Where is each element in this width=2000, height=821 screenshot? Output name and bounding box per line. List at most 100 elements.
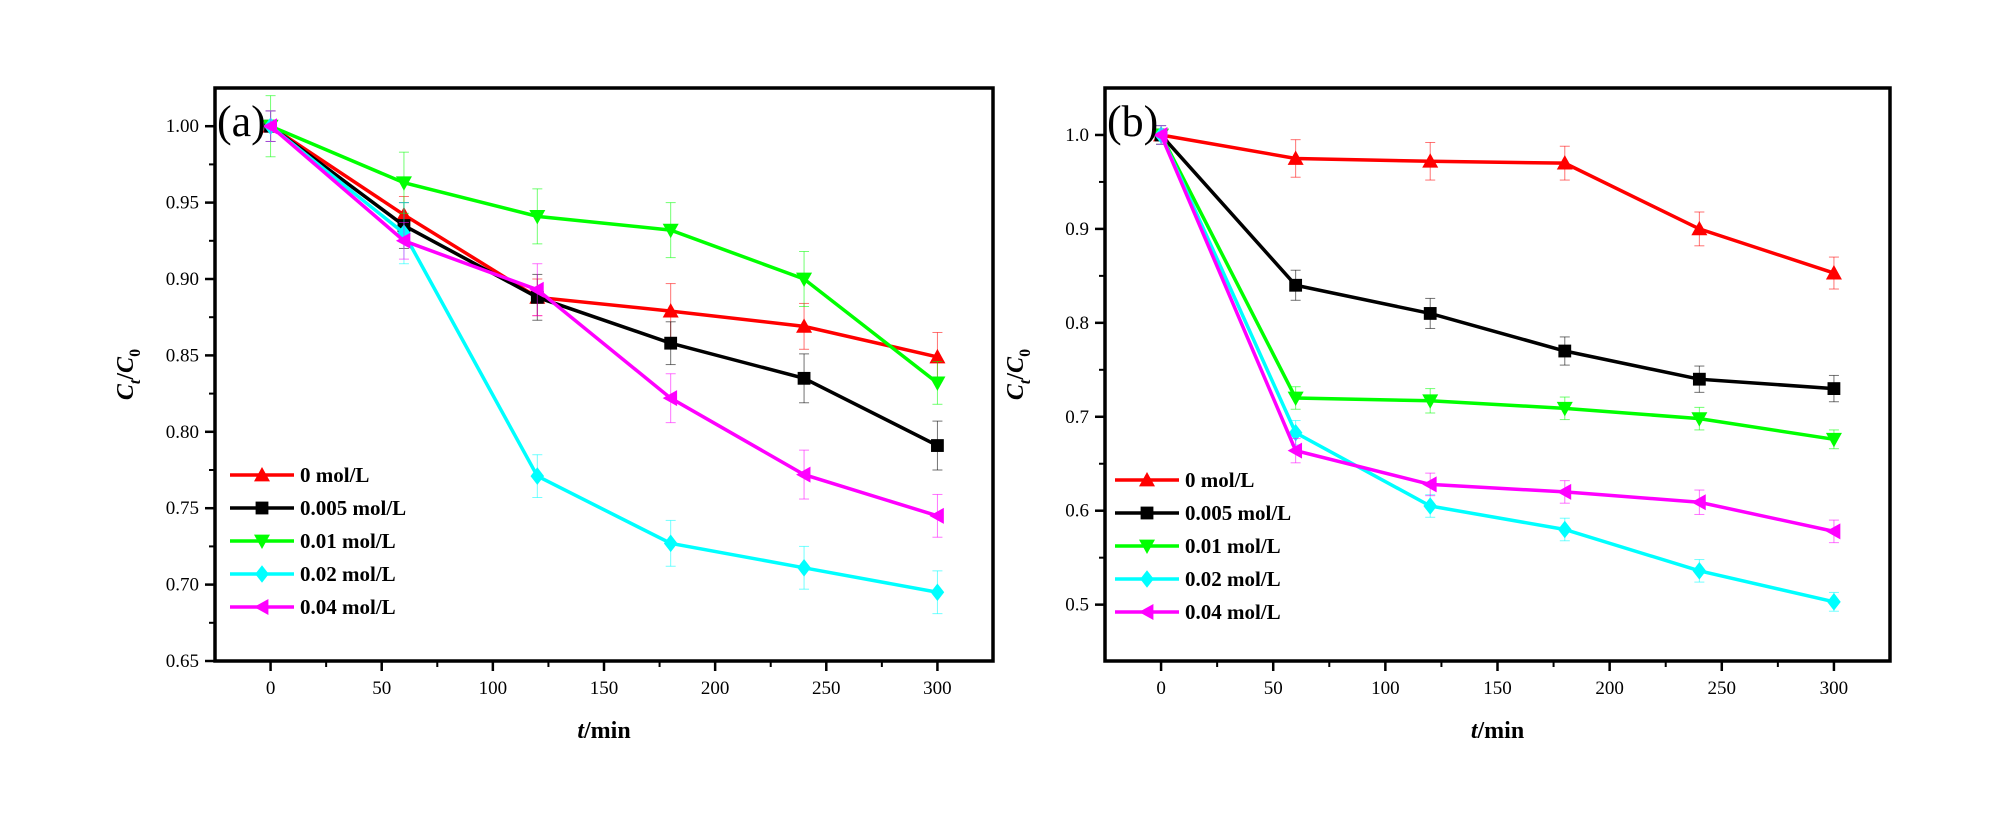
y-tick-label: 0.6 [1065, 501, 1089, 522]
data-point [1556, 155, 1573, 170]
legend-label: 0.02 mol/L [300, 562, 396, 586]
legend-marker [254, 534, 270, 549]
series-4 [1153, 125, 1841, 544]
x-tick-label: 250 [1708, 678, 1737, 699]
y-tick-label: 1.00 [166, 116, 199, 137]
series-line [269, 124, 938, 359]
data-point [1423, 497, 1438, 515]
series-line [1159, 134, 1835, 442]
data-point [931, 439, 944, 452]
y-tick-label: 0.70 [166, 575, 199, 596]
data-point [929, 348, 946, 364]
legend-marker [1139, 539, 1155, 554]
legend-label: 0.04 mol/L [1185, 600, 1281, 624]
legend-marker [1139, 472, 1155, 487]
data-point [1288, 423, 1303, 442]
legend-label: 0 mol/L [1185, 468, 1254, 492]
data-point [929, 507, 944, 524]
legend-label: 0 mol/L [300, 463, 369, 487]
series-line [269, 124, 939, 448]
series-line [1159, 134, 1835, 604]
x-tick-label: 150 [1483, 678, 1512, 699]
data-point [1287, 442, 1303, 459]
data-point [1692, 372, 1706, 386]
x-tick-label: 50 [1264, 678, 1283, 699]
x-tick-label: 100 [479, 678, 508, 699]
x-axis-title: t/min [1471, 718, 1524, 744]
data-point [530, 467, 545, 485]
y-tick-label: 0.5 [1065, 595, 1089, 616]
data-point [395, 176, 412, 191]
data-point [1557, 520, 1572, 539]
y-tick-label: 0.7 [1065, 407, 1089, 428]
y-tick-label: 0.80 [166, 422, 199, 443]
y-tick-label: 0.95 [166, 193, 199, 214]
data-point [797, 371, 811, 385]
x-tick-label: 200 [1595, 678, 1624, 699]
data-point [1556, 401, 1573, 417]
x-tick-label: 300 [923, 678, 952, 699]
data-point [529, 209, 546, 225]
data-point [1691, 220, 1708, 236]
series-line [1159, 134, 1835, 534]
series-3 [1154, 125, 1841, 612]
data-point [662, 303, 679, 318]
legend-marker [254, 599, 269, 615]
y-tick-label: 0.8 [1065, 313, 1089, 334]
x-tick-label: 0 [266, 678, 276, 699]
legend-label: 0.04 mol/L [300, 595, 396, 619]
data-point [1692, 562, 1707, 580]
data-point [1827, 593, 1841, 611]
data-point [796, 466, 811, 483]
y-tick-label: 0.65 [166, 651, 199, 672]
data-point [1825, 523, 1841, 540]
x-tick-label: 200 [701, 678, 730, 699]
legend-label: 0.02 mol/L [1185, 567, 1281, 591]
legend-marker [1140, 570, 1154, 588]
series-line [269, 124, 938, 518]
panel-label: (b) [1107, 97, 1158, 146]
data-point [1423, 307, 1437, 320]
x-tick-label: 0 [1156, 678, 1166, 699]
data-point [797, 558, 811, 577]
data-point [1691, 494, 1706, 511]
y-tick-label: 1.0 [1065, 125, 1089, 146]
panel-b-chart: 0 50 100 150 200 250 300 0.5 0.6 0.7 0.8 0.9 1.0 0 mo… [1003, 86, 1892, 744]
x-axis-title: t/min [577, 718, 630, 744]
data-point [1825, 265, 1842, 280]
legend-marker [255, 565, 269, 583]
x-tick-label: 100 [1371, 678, 1400, 699]
series-line [1160, 133, 1835, 275]
legend-marker [1140, 506, 1154, 520]
series-line [269, 124, 938, 594]
data-point [1556, 483, 1572, 500]
series-2 [262, 95, 946, 405]
y-tick-label: 0.90 [166, 269, 199, 290]
series-line [269, 124, 939, 385]
panel-a-chart: 0 50 100 150 200 250 300 0.65 0.70 0.75 0.80 0.85 0.… [113, 86, 995, 744]
data-point [1422, 476, 1437, 493]
series-line [1159, 133, 1835, 391]
data-point [1287, 150, 1304, 165]
plot-frame [213, 86, 995, 663]
legend-marker [255, 501, 269, 515]
panel-label: (a) [217, 97, 266, 146]
data-point [929, 376, 946, 391]
x-tick-label: 150 [590, 678, 619, 699]
data-point [1827, 382, 1841, 395]
data-point [1422, 394, 1439, 409]
y-axis-title: Ct/C0 [113, 349, 144, 400]
legend-marker [254, 467, 270, 482]
y-tick-label: 0.85 [166, 345, 199, 366]
x-tick-label: 300 [1820, 678, 1849, 699]
y-tick-label: 0.9 [1065, 219, 1089, 240]
plot-frame [1103, 86, 1892, 663]
data-point [262, 118, 277, 135]
legend-label: 0.005 mol/L [300, 496, 406, 520]
data-point [1825, 432, 1842, 448]
data-point [663, 534, 678, 553]
data-point [662, 390, 678, 407]
legend-marker [1139, 604, 1154, 620]
x-tick-label: 250 [812, 678, 841, 699]
data-point [529, 281, 544, 298]
